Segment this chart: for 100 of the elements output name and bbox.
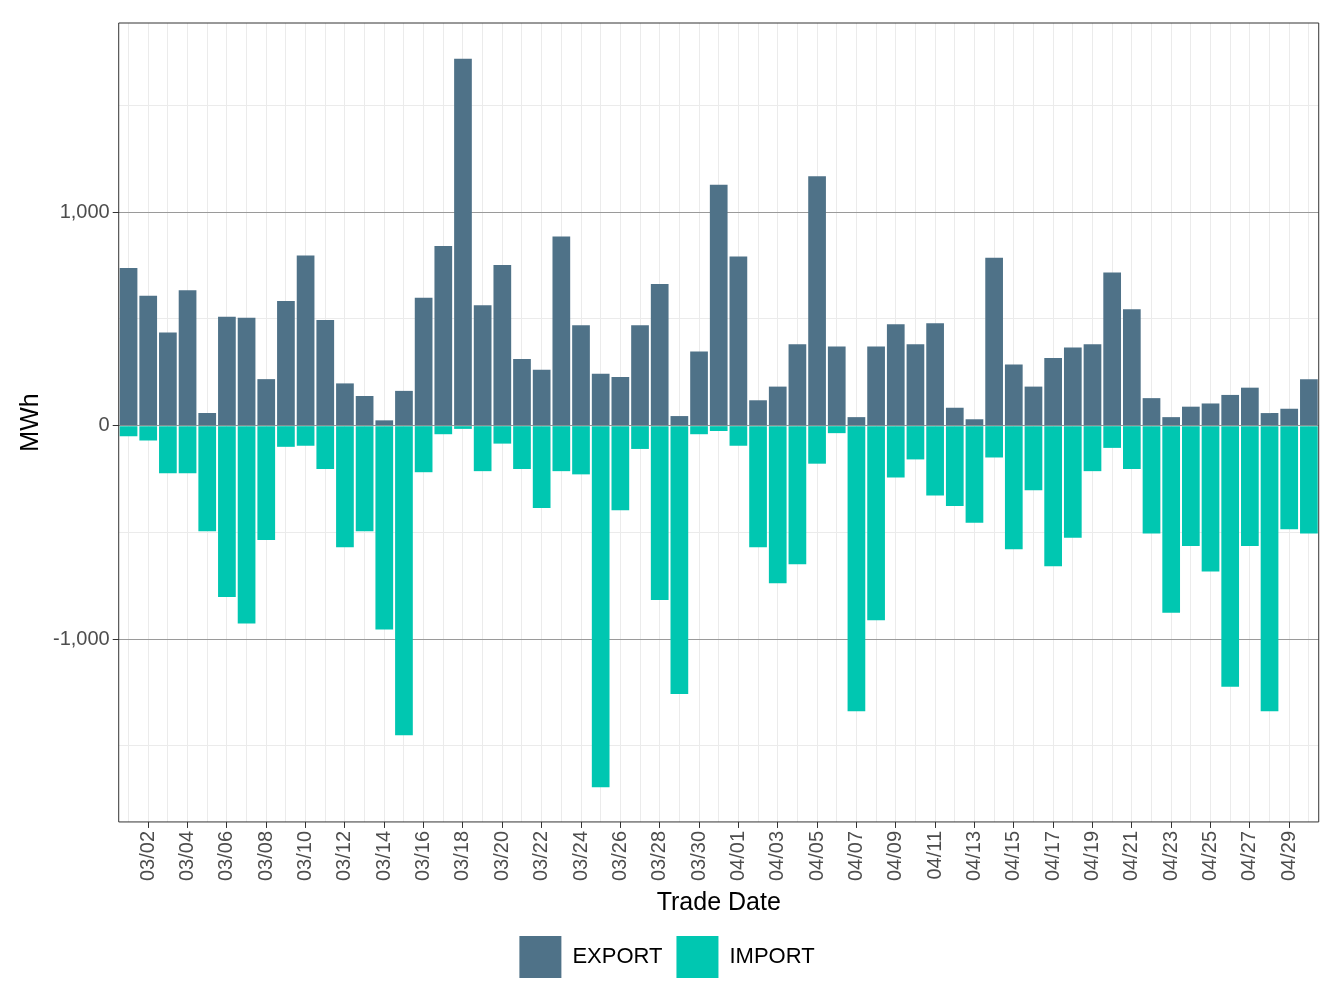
x-tick-label: 04/23 [1158, 830, 1181, 882]
bar [690, 426, 708, 435]
bar [965, 419, 984, 426]
x-tick-label: 03/04 [175, 830, 198, 882]
bar [454, 426, 472, 429]
x-tick-label: 03/16 [411, 830, 434, 882]
bar [237, 317, 256, 426]
x-tick-label: 04/05 [804, 830, 827, 882]
bar [375, 420, 394, 426]
bar [670, 416, 689, 426]
bar [1004, 364, 1023, 426]
x-tick-label: 04/27 [1237, 830, 1260, 882]
bar [513, 426, 531, 470]
bar [945, 426, 964, 506]
x-tick-label: 04/15 [1001, 830, 1024, 882]
bar [1300, 426, 1318, 534]
bar [139, 426, 158, 441]
bar [336, 426, 354, 548]
x-tick-label: 04/29 [1276, 830, 1299, 882]
bar [729, 256, 748, 426]
bar [178, 290, 197, 426]
bar [434, 245, 453, 426]
bar [788, 426, 807, 565]
bar [119, 426, 138, 437]
bar [926, 323, 944, 426]
bar [1103, 426, 1122, 448]
bar [631, 325, 649, 426]
bar [611, 377, 630, 426]
bar [867, 346, 885, 426]
bar [985, 257, 1003, 426]
bar [1201, 403, 1220, 426]
bar [336, 383, 354, 426]
x-tick-label: 03/22 [529, 830, 552, 882]
bar [218, 316, 236, 426]
bar [119, 268, 138, 426]
bar [1201, 426, 1220, 572]
x-tick-label: 03/08 [253, 830, 276, 882]
bar [375, 426, 394, 630]
x-tick-label: 04/09 [883, 830, 906, 882]
bar [159, 426, 177, 474]
bar [827, 346, 846, 426]
bar [1221, 426, 1240, 687]
bar [827, 426, 846, 434]
x-tick-label: 04/21 [1119, 830, 1142, 882]
y-tick-label: 1,000 [59, 199, 110, 222]
bar [257, 379, 276, 426]
bar [631, 426, 649, 449]
bar [611, 426, 630, 511]
bar [1024, 426, 1043, 491]
y-tick-label: -1,000 [52, 626, 110, 649]
x-tick-label: 03/12 [332, 830, 355, 882]
bar [650, 284, 669, 426]
bar [847, 417, 866, 426]
bar [1241, 426, 1259, 547]
bar [926, 426, 944, 496]
bar [709, 184, 728, 426]
x-tick-label: 04/19 [1080, 830, 1103, 882]
x-tick-label: 03/20 [489, 830, 512, 882]
bar [788, 344, 807, 426]
bar [1004, 426, 1023, 550]
bar [296, 426, 315, 446]
bar [1241, 387, 1259, 426]
bar [749, 426, 767, 548]
x-tick-label: 04/17 [1040, 830, 1063, 882]
bar [159, 332, 177, 426]
bar [355, 426, 374, 532]
bar [591, 426, 610, 788]
bar [395, 426, 413, 736]
bar [1280, 426, 1299, 530]
bar [808, 176, 826, 426]
bar [1103, 272, 1122, 426]
bar [1063, 347, 1082, 426]
bar [886, 324, 905, 426]
bar [277, 300, 295, 426]
bar [316, 319, 335, 426]
x-tick-label: 03/10 [293, 830, 316, 882]
x-tick-label: 03/26 [607, 830, 630, 882]
bar [1122, 426, 1141, 470]
x-tick-label: 04/13 [961, 830, 984, 882]
bar [1300, 379, 1318, 426]
x-axis-title: Trade Date [656, 886, 781, 915]
bar [513, 359, 531, 426]
bar [572, 426, 590, 475]
bar [355, 396, 374, 426]
bar [768, 386, 787, 426]
y-tick-label: 0 [98, 413, 110, 436]
x-tick-label: 04/01 [725, 830, 748, 882]
bar [847, 426, 866, 712]
bar [198, 426, 217, 532]
bar [1044, 426, 1062, 567]
x-tick-label: 04/03 [765, 830, 788, 882]
bar [414, 297, 433, 426]
bar [768, 426, 787, 584]
bar [965, 426, 984, 523]
bar [454, 58, 472, 426]
bar [139, 295, 158, 426]
bar [690, 351, 708, 426]
bar [1182, 426, 1200, 547]
bar [1182, 406, 1200, 426]
bar [257, 426, 276, 540]
